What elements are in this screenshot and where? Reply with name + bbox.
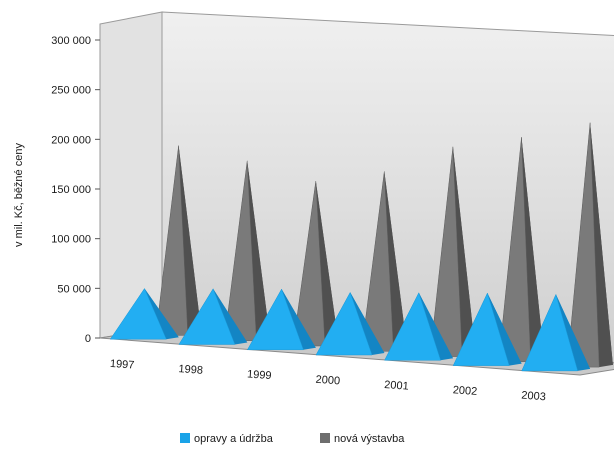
pyramid-opravy-1997-right-face [144, 288, 179, 340]
pyramid-nova-2000 [361, 171, 408, 352]
pyramid-opravy-2002-front-face [452, 292, 510, 366]
legend-swatch-opravy [180, 433, 190, 443]
pyramid-nova-2001 [429, 146, 476, 357]
pyramid-opravy-1998 [178, 288, 248, 345]
pyramid-opravy-1997-front-face [109, 287, 167, 340]
x-tick-label: 1997 [110, 358, 135, 372]
pyramid-nova-2000-right-face [384, 171, 408, 352]
x-tick-label: 1999 [247, 368, 272, 382]
legend-label-opravy: opravy a údržba [194, 433, 274, 445]
pyramid-opravy-2002 [452, 292, 522, 366]
x-tick-label: 2002 [452, 384, 477, 398]
y-tick-label: 250 000 [51, 85, 91, 97]
y-tick-label: 0 [85, 333, 91, 345]
pyramid-opravy-2003 [521, 293, 591, 372]
y-tick-label: 150 000 [51, 184, 91, 196]
pyramid-opravy-2003-front-face [521, 293, 579, 372]
pyramid-nova-2003 [566, 122, 613, 368]
pyramid-opravy-2000-right-face [350, 292, 385, 355]
pyramid-opravy-1998-front-face [178, 288, 236, 345]
x-tick-label: 2003 [521, 390, 546, 404]
pyramid-nova-1999 [292, 180, 339, 347]
x-tick-label: 2001 [384, 379, 409, 393]
pyramid-nova-1998-right-face [247, 160, 270, 341]
pyramid-opravy-1999 [246, 288, 316, 351]
pyramid-opravy-1998-right-face [213, 288, 248, 345]
pyramid-opravy-1997 [109, 287, 179, 340]
pyramid-opravy-2001-front-face [384, 292, 441, 361]
pyramid-nova-2003-right-face [590, 122, 613, 368]
pyramid-nova-1997-right-face [178, 145, 202, 336]
category-labels: 1997 1998 1999 2000 2001 2002 2003 [110, 358, 547, 403]
x-tick-label: 1998 [178, 363, 203, 377]
pyramid-opravy-2002-right-face [487, 293, 522, 366]
pyramid-opravy-2000-front-face [315, 291, 373, 356]
y-tick-label: 50 000 [57, 283, 91, 295]
pyramid-opravy-2001 [384, 292, 453, 361]
pyramid-nova-1997 [155, 145, 202, 336]
pyramid-nova-2002-right-face [521, 137, 545, 362]
pyramid-opravy-2000 [315, 291, 385, 356]
y-tick-label: 300 000 [51, 35, 91, 47]
y-axis: 300 000 250 000 200 000 150 000 100 000 50 00… [13, 35, 100, 345]
pyramid-nova-2001-right-face [452, 146, 476, 357]
legend-label-nova: nová výstavba [334, 433, 405, 445]
y-axis-label: v mil. Kč, běžné ceny [13, 143, 25, 247]
x-tick-label: 2000 [315, 374, 340, 388]
pyramid-opravy-2003-right-face [555, 294, 591, 371]
legend-swatch-nova [320, 433, 330, 443]
legend: opravy a údržba nová výstavba [180, 433, 405, 445]
pyramid-nova-1998 [224, 160, 270, 341]
side-wall [99, 11, 163, 339]
pyramid-opravy-1999-front-face [246, 288, 304, 351]
pyramid-opravy-2001-right-face [418, 292, 453, 361]
pyramid-opravy-1999-right-face [281, 289, 316, 350]
y-tick-label: 100 000 [51, 234, 91, 246]
y-tick-label: 200 000 [51, 134, 91, 146]
data-marks [109, 122, 613, 372]
pyramid-nova-1999-right-face [315, 181, 339, 346]
